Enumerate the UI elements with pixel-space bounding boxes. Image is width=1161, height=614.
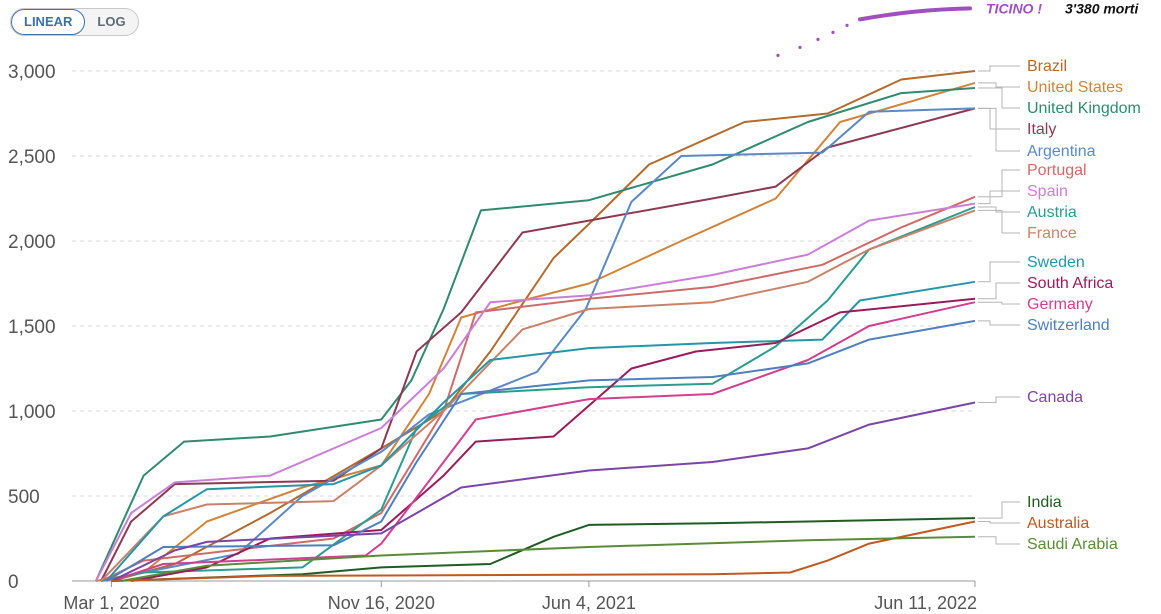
ticino-dot [776, 54, 779, 57]
grid-lines [72, 71, 975, 496]
label-leader [978, 397, 1020, 403]
series-label: South Africa [1027, 275, 1113, 292]
label-leader [978, 522, 1020, 524]
y-tick-label: 1,500 [8, 317, 56, 338]
series-label: Germany [1027, 296, 1093, 313]
label-leader [978, 66, 1020, 71]
ticino-dot [831, 31, 834, 34]
label-leader [978, 210, 1020, 233]
y-tick-label: 2,500 [8, 147, 56, 168]
series-label: Spain [1027, 183, 1068, 200]
x-tick-label: Nov 16, 2020 [328, 593, 435, 613]
series-label: India [1027, 494, 1062, 511]
label-leader [978, 88, 1020, 108]
series-label: Argentina [1027, 143, 1096, 160]
label-leader [978, 262, 1020, 282]
series-label: Saudi Arabia [1027, 536, 1118, 553]
series-label: United States [1027, 79, 1123, 96]
label-leader [978, 302, 1020, 304]
label-leader [978, 283, 1020, 299]
ticino-dot [845, 24, 848, 27]
series-label: United Kingdom [1027, 100, 1141, 117]
series-line [101, 108, 975, 581]
ticino-annotation: TICINO ! 3'380 morti [776, 0, 1139, 57]
ticino-dot [798, 46, 801, 49]
ticino-label: TICINO ! [986, 0, 1042, 16]
series-line [101, 210, 975, 581]
label-leader [978, 537, 1020, 544]
y-tick-label: 1,000 [8, 402, 56, 423]
ticino-line [860, 8, 970, 19]
y-tick-label: 500 [8, 487, 40, 508]
series-label: France [1027, 225, 1077, 242]
series-line [101, 108, 975, 581]
series-line [96, 83, 975, 581]
x-tick-label: Jun 11, 2022 [874, 593, 977, 613]
y-tick-label: 3,000 [8, 62, 56, 83]
series-label: Portugal [1027, 162, 1087, 179]
ticino-dot [816, 38, 819, 41]
label-leader [978, 207, 1020, 212]
label-leader [978, 321, 1020, 325]
series-labels: Brazil United States United Kingdom Italy Ar… [978, 58, 1141, 553]
series-label: Brazil [1027, 58, 1067, 75]
series-label: Canada [1027, 389, 1083, 406]
label-leader [978, 170, 1020, 197]
series-label: Switzerland [1027, 317, 1110, 334]
series-line [96, 204, 975, 581]
label-leader [978, 83, 1020, 87]
ticino-value: 3'380 morti [1065, 0, 1139, 16]
series-label: Austria [1027, 204, 1077, 221]
label-leader [978, 502, 1020, 518]
label-leader [978, 108, 1020, 129]
y-tick-label: 0 [8, 572, 19, 593]
series-line [96, 88, 975, 581]
label-leader [978, 108, 1020, 151]
series-label: Italy [1027, 121, 1056, 138]
y-tick-label: 2,000 [8, 232, 56, 253]
x-tick-label: Mar 1, 2020 [63, 593, 159, 613]
series-label: Australia [1027, 515, 1089, 532]
series-line [101, 197, 975, 581]
series-line [106, 282, 975, 581]
series-label: Sweden [1027, 254, 1085, 271]
x-tick-label: Jun 4, 2021 [542, 593, 636, 613]
